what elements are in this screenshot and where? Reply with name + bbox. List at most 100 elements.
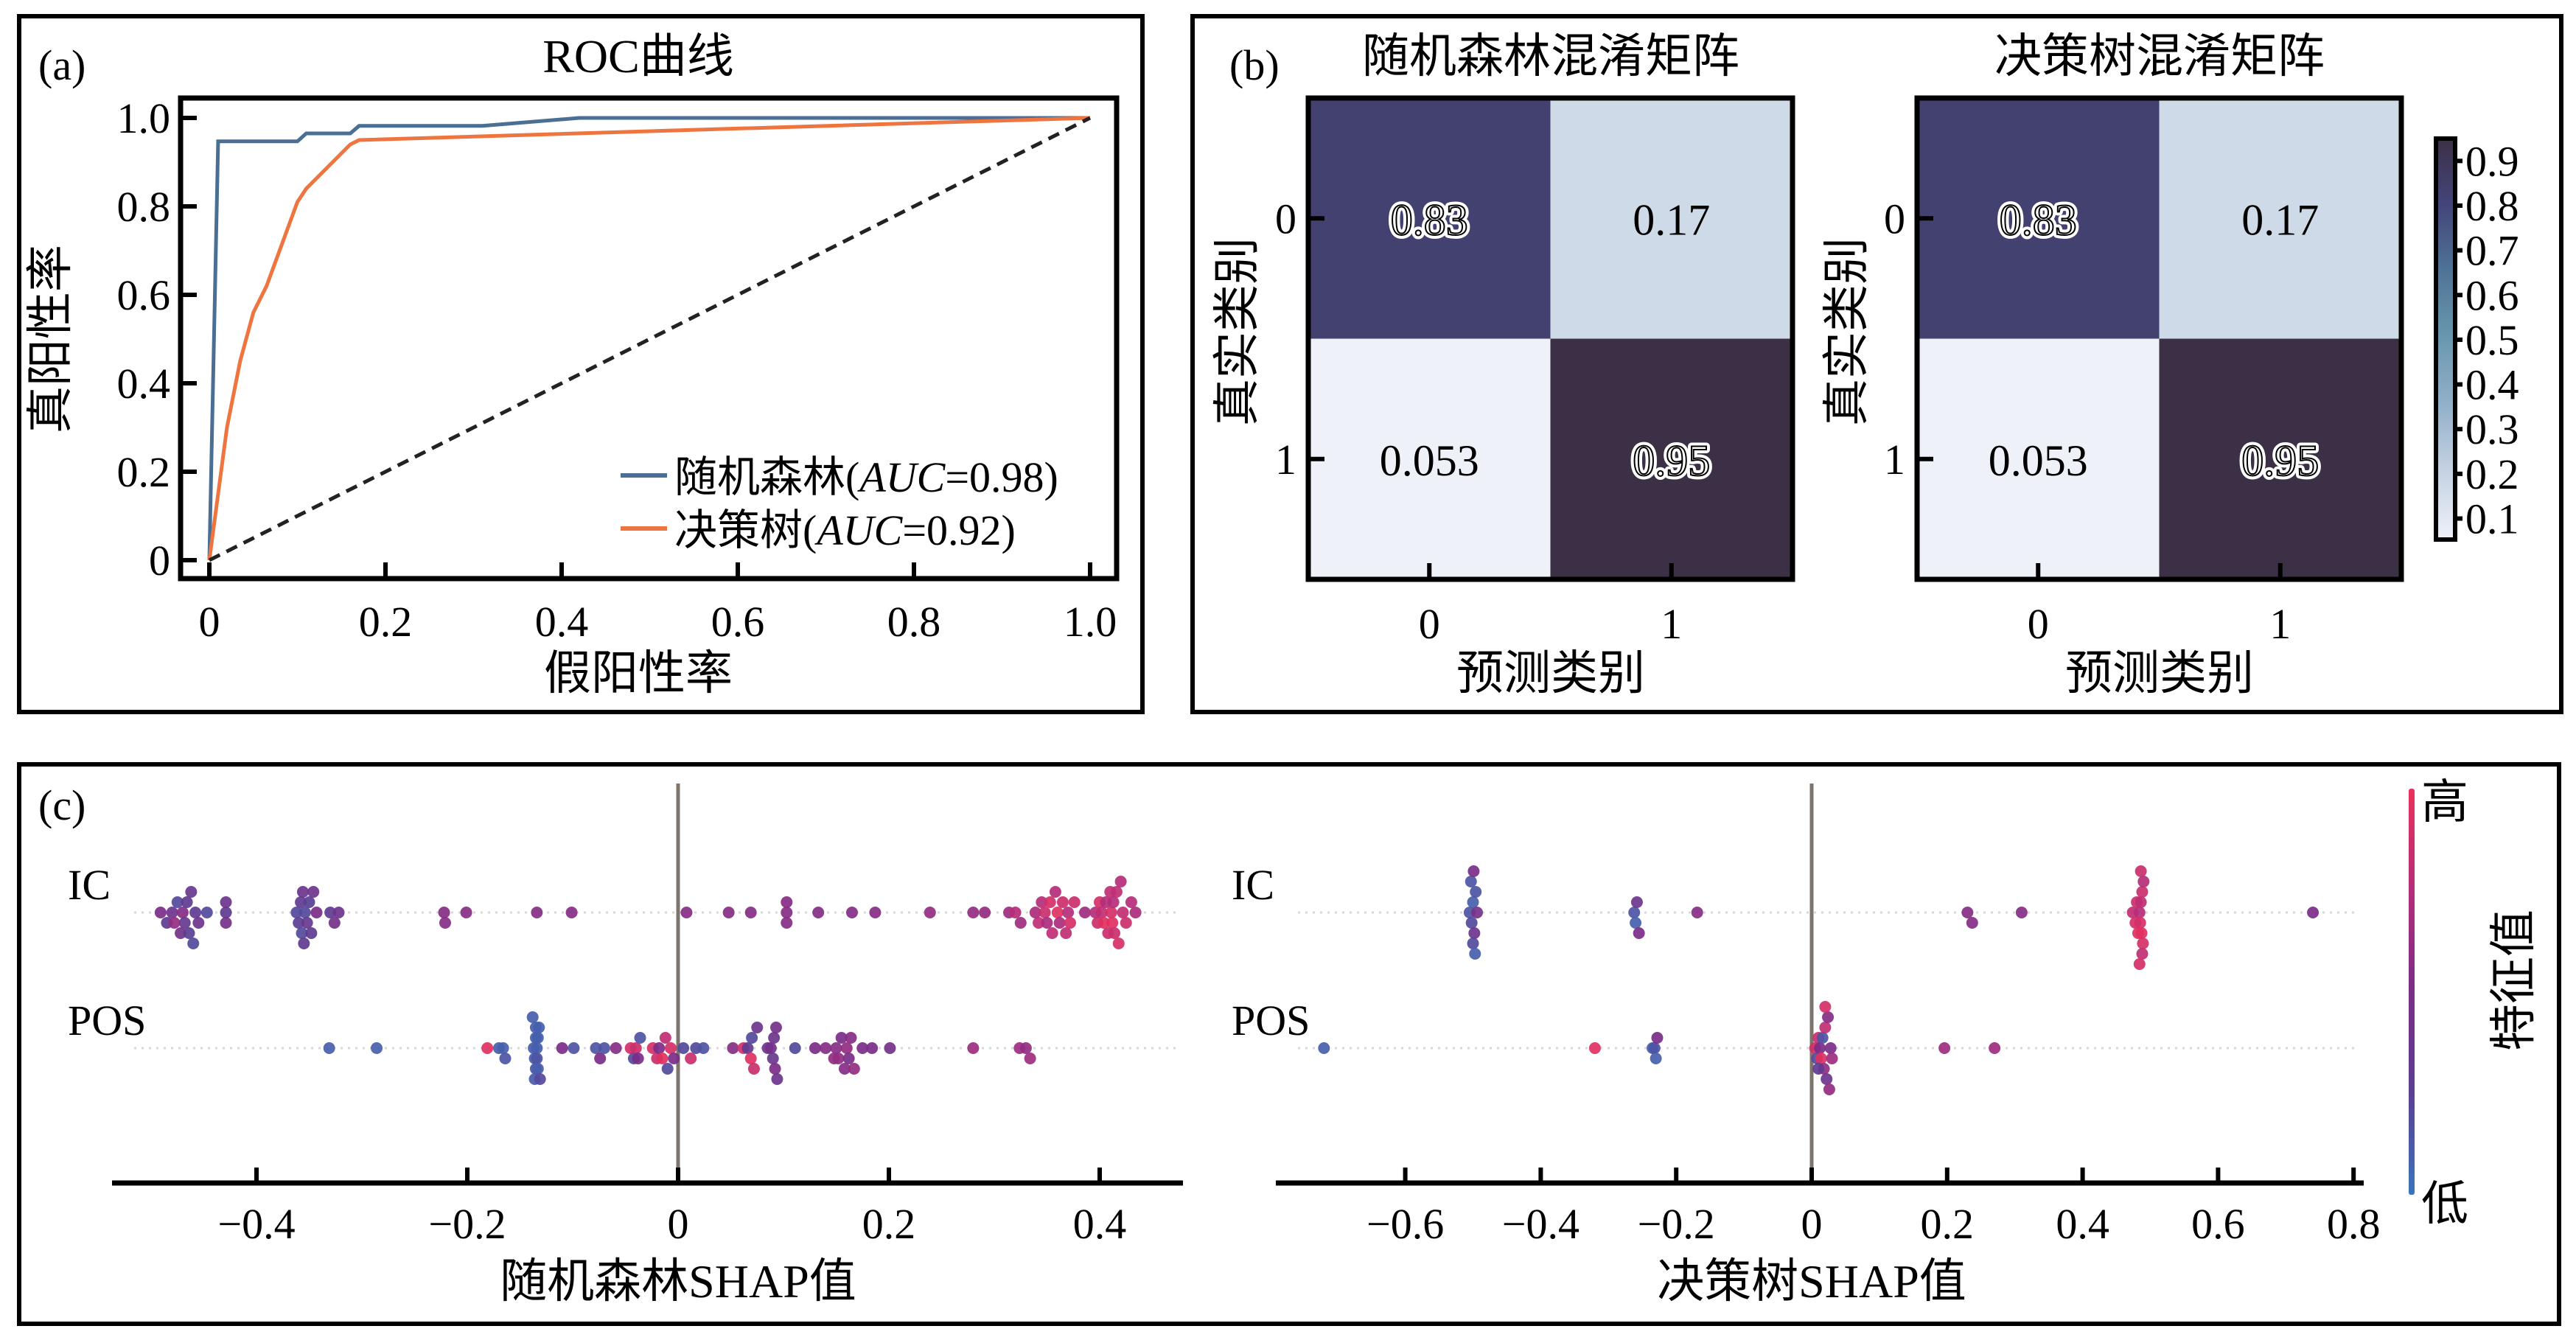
shap-point xyxy=(634,1032,646,1044)
shap-point xyxy=(848,1063,860,1075)
shap-point xyxy=(328,917,341,929)
cm-cell xyxy=(1308,338,1551,580)
shap-point xyxy=(840,1042,853,1054)
shap-point xyxy=(307,886,320,898)
roc-y-tick-label: 0.2 xyxy=(117,448,171,496)
shap-point xyxy=(598,1042,610,1054)
cm-frame xyxy=(1305,95,1795,582)
shap-point xyxy=(789,1042,801,1054)
shap-point xyxy=(200,907,213,918)
shap-feature-label: IC xyxy=(68,861,111,909)
shap-x-tick-label: 0 xyxy=(1801,1200,1823,1248)
shap-point xyxy=(1046,927,1058,939)
shap-point xyxy=(1814,1042,1826,1054)
shap-point xyxy=(812,907,825,918)
cm-cell-value: 0.83 xyxy=(1391,195,1468,244)
shap-point xyxy=(1651,1032,1664,1044)
cm-rf-matrix: 0.830.83 0.170.053 0.950.950 101 xyxy=(1275,95,1795,648)
shap-point xyxy=(2135,896,2147,908)
shap-point xyxy=(1650,1053,1662,1064)
shap-point xyxy=(781,896,793,908)
shap-point xyxy=(781,917,793,929)
cm-colorbar-tick-label: 0.8 xyxy=(2465,182,2519,230)
shap-point xyxy=(187,938,200,949)
cm-x-tick-label: 0 xyxy=(2028,600,2049,648)
shap-point xyxy=(1097,917,1110,929)
shap-point xyxy=(661,1063,674,1075)
shap-point xyxy=(1468,927,1481,939)
cm-y-tick-label: 1 xyxy=(1884,436,1905,484)
shap-x-tick-label: −0.2 xyxy=(428,1200,506,1248)
shap-point xyxy=(1471,907,1484,918)
shap-point xyxy=(290,907,303,918)
shap-point xyxy=(2133,958,2146,970)
panel-a-tag: (a) xyxy=(38,41,85,89)
shap-point xyxy=(1823,1083,1835,1095)
shap-point xyxy=(298,938,310,949)
shap-point xyxy=(856,1042,869,1054)
shap-colorbar-high-label: 高 xyxy=(2421,776,2468,828)
shap-point xyxy=(1129,907,1142,918)
shap-point xyxy=(1691,907,1703,918)
cm-colorbar-tick-label: 0.6 xyxy=(2465,271,2519,319)
shap-point xyxy=(371,1042,383,1054)
shap-point xyxy=(497,1042,509,1054)
shap-point xyxy=(176,907,189,918)
shap-point xyxy=(481,1042,494,1054)
roc-reference-line xyxy=(208,116,1092,562)
cm-x-tick-label: 0 xyxy=(1419,600,1440,648)
cm-colorbar-bar xyxy=(2434,136,2457,542)
shap-point xyxy=(1819,1001,1832,1013)
roc-y-tick-label: 0.8 xyxy=(117,183,171,231)
roc-y-tick-label: 0.4 xyxy=(117,360,171,408)
cm-rf-title: 随机森林混淆矩阵 xyxy=(1362,30,1739,83)
shap-point xyxy=(979,907,991,918)
shap-point xyxy=(884,1042,896,1054)
panel-b-border xyxy=(1190,14,2563,714)
shap-point xyxy=(168,917,181,929)
cm-dt-y-label: 真实类别 xyxy=(1821,237,1873,426)
shap-point xyxy=(2136,886,2149,898)
shap-point xyxy=(1125,896,1137,908)
shap-dt-plot: IC POS −0.6 −0.4 −0.2 0 0.2 0.4 0.6 0.8 xyxy=(1232,784,2380,1248)
shap-x-tick-label: 0.4 xyxy=(1073,1200,1127,1248)
cm-colorbar-tick-label: 0.1 xyxy=(2465,495,2519,542)
shap-point xyxy=(1815,1053,1827,1064)
shap-point xyxy=(744,907,757,918)
shap-point xyxy=(842,1053,855,1064)
shap-point xyxy=(1120,917,1132,929)
cm-cell-value: 0.83 xyxy=(2000,195,2077,244)
shap-point xyxy=(1105,907,1117,918)
shap-colorbar-bar xyxy=(2409,789,2415,1195)
shap-point xyxy=(1633,927,1645,939)
shap-x-tick-label: 0.6 xyxy=(2191,1200,2245,1248)
shap-point xyxy=(460,907,472,918)
shap-point xyxy=(1107,896,1120,908)
shap-point xyxy=(1056,896,1069,908)
shap-point xyxy=(744,1053,757,1064)
shap-feature-label: POS xyxy=(68,997,146,1044)
shap-point xyxy=(531,1042,543,1054)
shap-point xyxy=(727,1042,739,1054)
shap-point xyxy=(1029,907,1041,918)
shap-point xyxy=(1819,1022,1832,1033)
shap-colorbar xyxy=(2409,789,2415,1195)
shap-point xyxy=(1009,907,1022,918)
shap-point xyxy=(746,1032,758,1044)
shap-point xyxy=(781,907,793,918)
panel-b-tag: (b) xyxy=(1229,41,1280,89)
roc-x-tick-label: 0.8 xyxy=(887,598,941,646)
cm-cell-value-fill: 0.95 xyxy=(1633,436,1710,485)
legend-label-dt: 决策树(AUC=0.92) xyxy=(674,506,1016,554)
roc-title: ROC曲线 xyxy=(542,30,734,83)
shap-point xyxy=(1044,896,1056,908)
cm-frame xyxy=(1914,95,2404,582)
shap-point xyxy=(751,1022,764,1033)
shap-point xyxy=(175,927,187,939)
shap-point xyxy=(845,907,858,918)
shap-x-tick-label: 0 xyxy=(668,1200,689,1248)
cm-rf-y-label: 真实类别 xyxy=(1211,237,1263,426)
shap-point xyxy=(590,1042,602,1054)
shap-point xyxy=(769,1022,782,1033)
